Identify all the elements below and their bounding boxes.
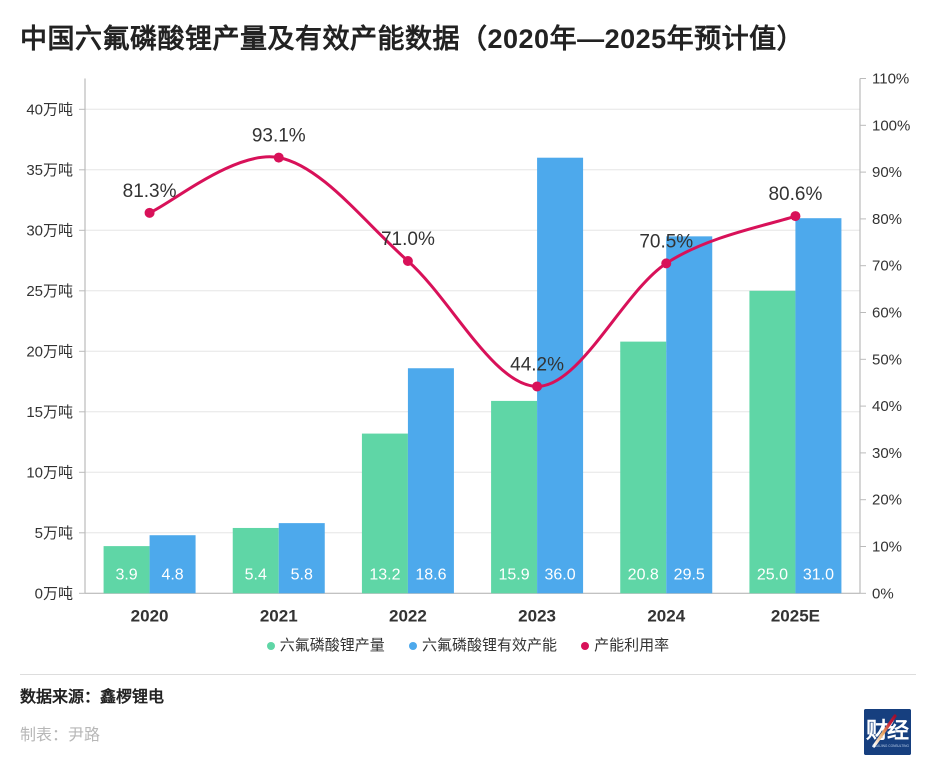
svg-text:80.6%: 80.6% — [768, 184, 822, 205]
svg-text:13.2: 13.2 — [369, 566, 400, 583]
svg-text:0%: 0% — [872, 585, 894, 602]
svg-text:100%: 100% — [872, 117, 910, 134]
svg-text:3.9: 3.9 — [115, 566, 137, 583]
svg-text:60%: 60% — [872, 305, 902, 322]
svg-text:25万吨: 25万吨 — [26, 283, 73, 300]
svg-text:20.8: 20.8 — [628, 566, 659, 583]
svg-text:25.0: 25.0 — [757, 566, 788, 583]
svg-text:50%: 50% — [872, 351, 902, 368]
svg-text:10%: 10% — [872, 539, 902, 556]
svg-text:2024: 2024 — [647, 606, 685, 625]
svg-text:70%: 70% — [872, 258, 902, 275]
svg-text:93.1%: 93.1% — [252, 126, 306, 147]
svg-text:36.0: 36.0 — [545, 566, 576, 583]
svg-text:2020: 2020 — [131, 606, 169, 625]
svg-text:81.3%: 81.3% — [123, 181, 177, 202]
svg-text:2023: 2023 — [518, 606, 556, 625]
svg-text:71.0%: 71.0% — [381, 229, 435, 250]
svg-text:90%: 90% — [872, 164, 902, 181]
svg-text:40%: 40% — [872, 398, 902, 415]
svg-text:30%: 30% — [872, 445, 902, 462]
svg-text:30万吨: 30万吨 — [26, 222, 73, 239]
svg-text:0万吨: 0万吨 — [35, 585, 73, 602]
svg-text:20%: 20% — [872, 492, 902, 509]
svg-text:44.2%: 44.2% — [510, 354, 564, 375]
svg-text:财经: 财经 — [866, 718, 909, 743]
svg-text:5.8: 5.8 — [291, 566, 313, 583]
svg-text:15.9: 15.9 — [499, 566, 530, 583]
svg-text:5万吨: 5万吨 — [35, 525, 73, 542]
svg-text:10万吨: 10万吨 — [26, 464, 73, 481]
svg-text:80%: 80% — [872, 211, 902, 228]
svg-text:110%: 110% — [872, 71, 909, 88]
svg-text:2022: 2022 — [389, 606, 427, 625]
svg-text:18.6: 18.6 — [415, 566, 446, 583]
svg-text:40万吨: 40万吨 — [26, 101, 73, 118]
svg-text:2021: 2021 — [260, 606, 298, 625]
svg-text:35万吨: 35万吨 — [26, 162, 73, 179]
svg-text:15万吨: 15万吨 — [26, 404, 73, 421]
svg-text:2025E: 2025E — [771, 606, 820, 625]
svg-text:31.0: 31.0 — [803, 566, 834, 583]
svg-text:A CAIJING CONSULTING: A CAIJING CONSULTING — [872, 744, 909, 748]
svg-text:4.8: 4.8 — [161, 566, 183, 583]
svg-text:29.5: 29.5 — [674, 566, 705, 583]
svg-text:5.4: 5.4 — [245, 566, 267, 583]
svg-text:70.5%: 70.5% — [639, 231, 693, 252]
svg-text:20万吨: 20万吨 — [26, 343, 73, 360]
